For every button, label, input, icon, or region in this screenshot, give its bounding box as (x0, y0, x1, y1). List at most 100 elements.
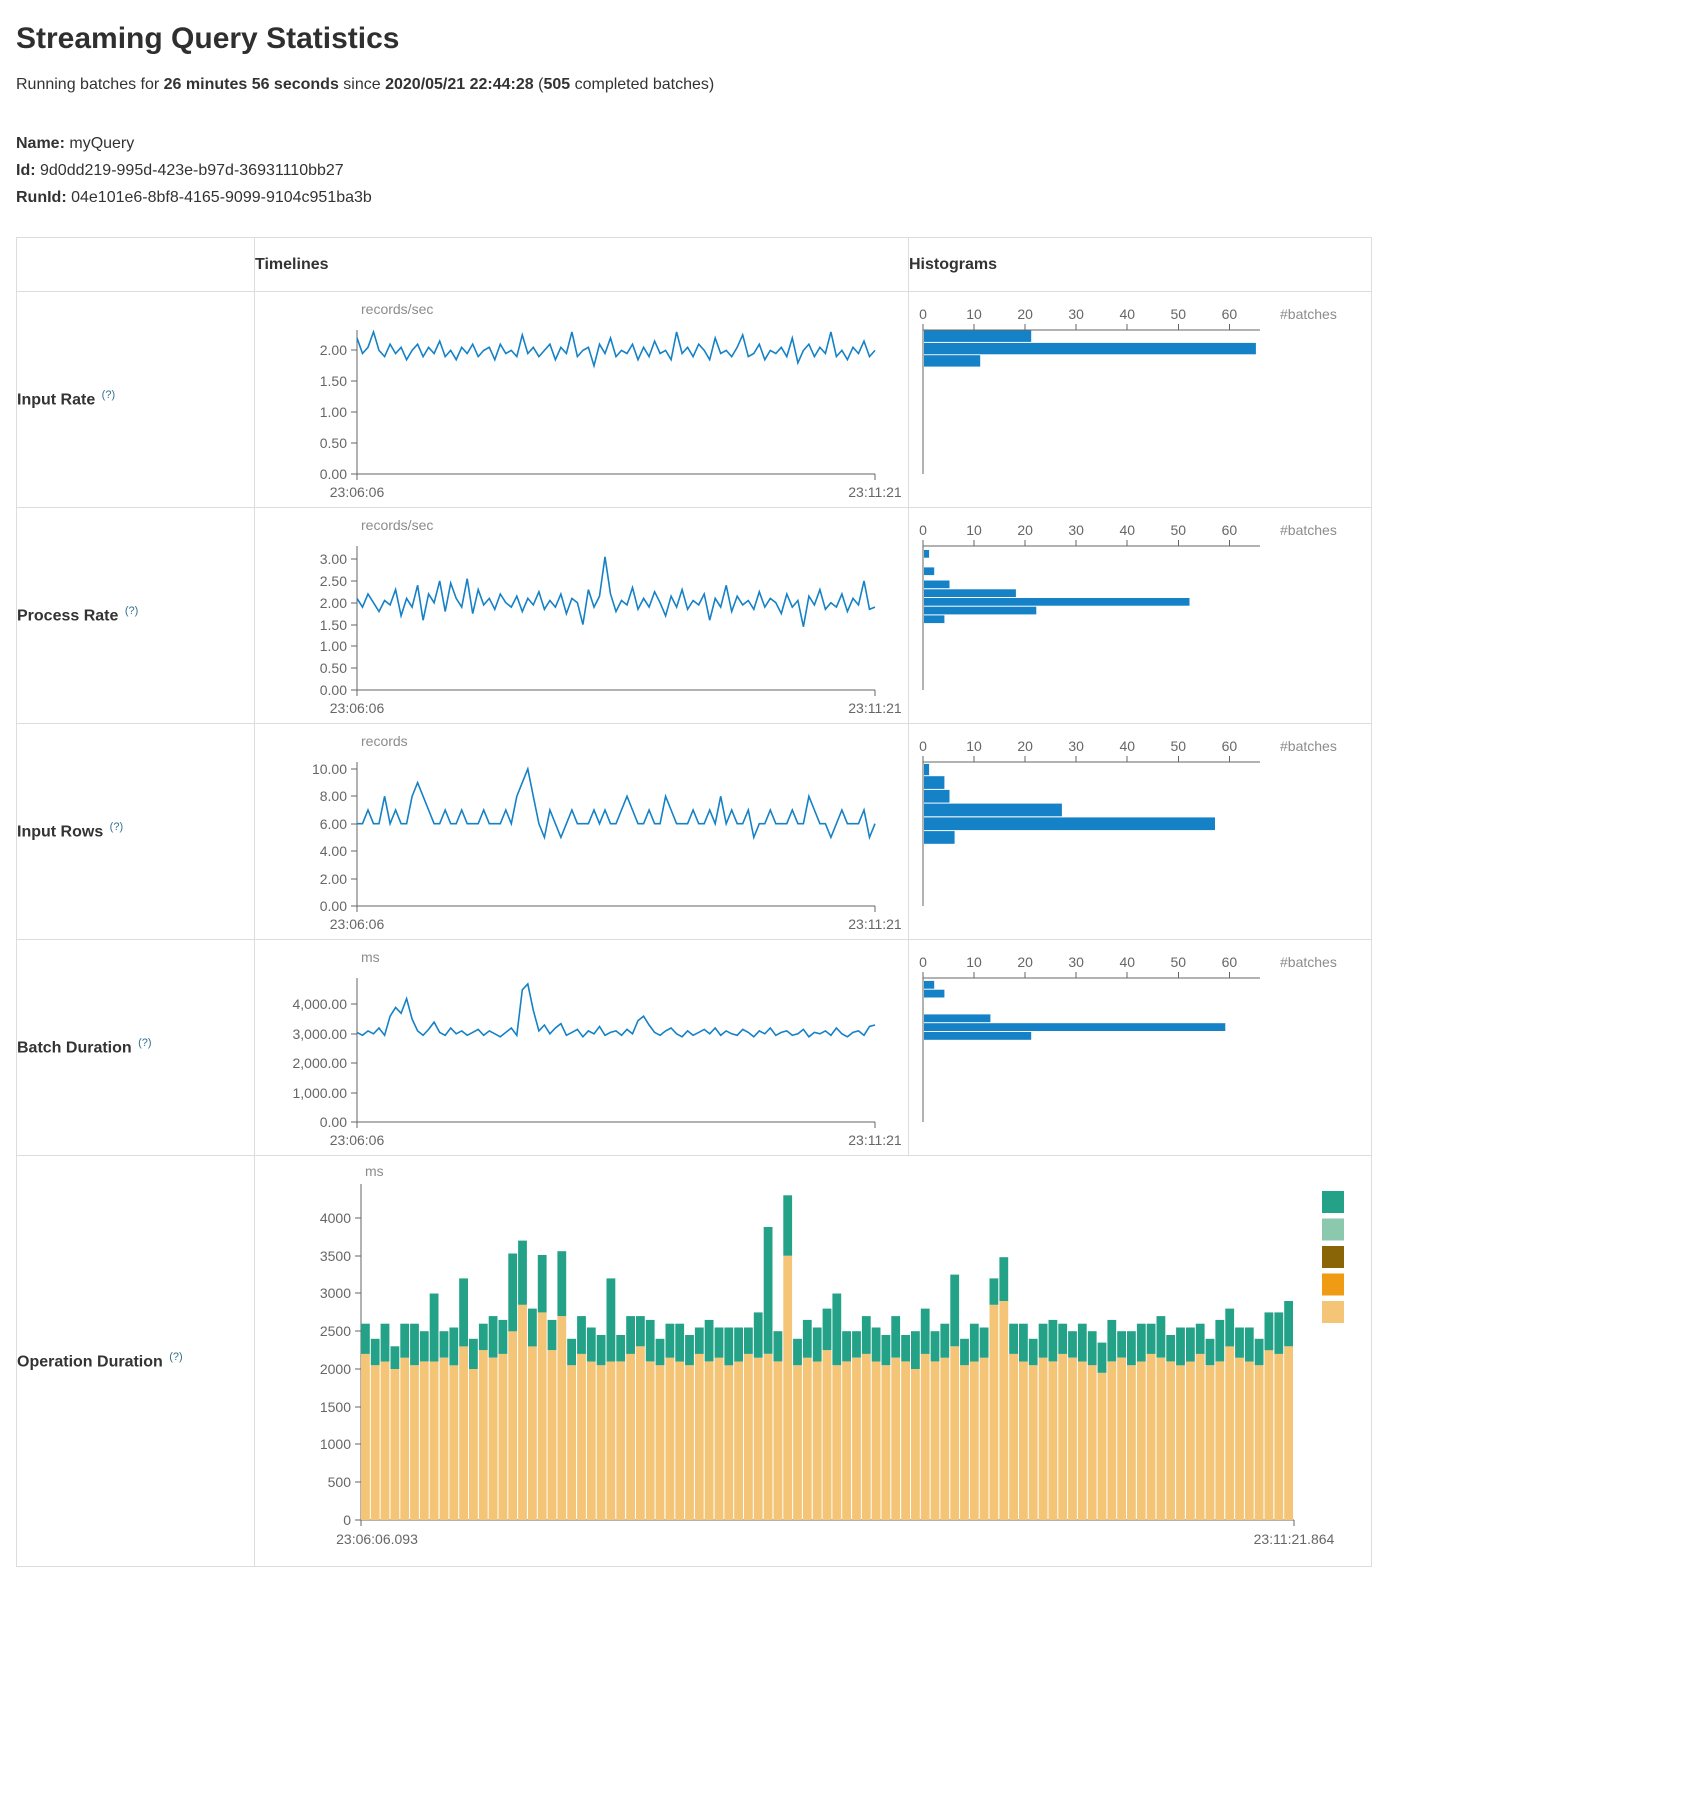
help-icon[interactable]: (?) (101, 389, 116, 402)
stacked-bars (361, 1195, 1293, 1520)
input-rate-histogram-chart: 0 10 20 30 40 50 60 #batches (919, 306, 1337, 474)
svg-text:23:06:06: 23:06:06 (330, 1132, 385, 1148)
subtitle-start-time: 2020/05/21 22:44:28 (385, 76, 534, 93)
query-name-value: myQuery (69, 135, 135, 152)
svg-text:60: 60 (1222, 306, 1238, 322)
stats-header-row: Timelines Histograms (16, 237, 1372, 292)
histogram-axes: 0 10 20 30 40 50 60 #batches (919, 306, 1337, 474)
stats-row-batch-duration: Batch Duration (?) ms 0.00 1,000.00 2,000.00… (16, 939, 1372, 1156)
svg-text:2500: 2500 (320, 1323, 351, 1339)
batch-duration-histogram-chart: 0 10 20 30 40 50 60 #batches (919, 954, 1337, 1122)
svg-text:1000: 1000 (320, 1436, 351, 1452)
svg-text:60: 60 (1222, 522, 1238, 538)
subtitle-paren-open: ( (533, 76, 544, 93)
svg-text:50: 50 (1171, 306, 1187, 322)
process-rate-timeline-cell: records/sec 0.00 0.50 1.00 1.50 2.00 2.50 3.00 2… (254, 507, 909, 724)
metric-label-input-rows: Input Rows (17, 823, 104, 841)
row-label-cell-operation-duration: Operation Duration (?) (16, 1155, 255, 1567)
stats-row-process-rate: Process Rate (?) records/sec 0.00 0.50 1.00 1… (16, 507, 1372, 724)
svg-text:23:06:06: 23:06:06 (330, 700, 385, 716)
row-label-cell-batch-duration: Batch Duration (?) (16, 939, 255, 1156)
timeline-axes: 0.00 0.50 1.00 1.50 2.00 2.50 3.00 23:06:06 23:1… (320, 546, 902, 716)
svg-text:20: 20 (1017, 954, 1033, 970)
operation-duration-stacked-chart: ms 0 500 1000 1500 2000 2500 3000 3500 4000 23:06:… (320, 1163, 1344, 1547)
svg-text:2000: 2000 (320, 1361, 351, 1377)
svg-text:2.00: 2.00 (320, 871, 347, 887)
query-meta: Name: myQuery Id: 9d0dd219-995d-423e-b97… (16, 130, 1677, 211)
svg-text:0: 0 (343, 1512, 351, 1528)
timeline-series-line (356, 329, 876, 369)
svg-text:ms: ms (365, 1163, 384, 1179)
svg-text:10: 10 (966, 522, 982, 538)
subtitle-prefix: Running batches for (16, 76, 164, 93)
subtitle-suffix: completed batches) (570, 76, 715, 93)
svg-text:1.50: 1.50 (320, 373, 347, 389)
help-icon[interactable]: (?) (138, 1037, 152, 1050)
svg-text:2.50: 2.50 (320, 573, 347, 589)
svg-text:ms: ms (361, 949, 380, 965)
timeline-series-line (356, 556, 876, 627)
svg-text:50: 50 (1171, 954, 1187, 970)
stats-row-operation-duration: Operation Duration (?) ms 0 500 1000 1500 2000… (16, 1155, 1372, 1567)
svg-text:0: 0 (919, 738, 927, 754)
input-rate-timeline-chart: records/sec 0.00 0.50 1.00 1.50 2.00 23:06:06 2… (320, 301, 902, 500)
legend-swatch-0 (1322, 1191, 1344, 1213)
svg-text:0.00: 0.00 (320, 682, 347, 698)
subtitle-since: since (338, 76, 386, 93)
stats-row-input-rate: Input Rate (?) records/sec 0.00 0.50 1.00 1.5… (16, 291, 1372, 508)
svg-text:23:06:06: 23:06:06 (330, 916, 385, 932)
svg-text:10: 10 (966, 738, 982, 754)
histogram-axes: 0 10 20 30 40 50 60 #batches (919, 738, 1337, 906)
histogram-axes: 0 10 20 30 40 50 60 #batches (919, 522, 1337, 690)
svg-text:2,000.00: 2,000.00 (293, 1055, 348, 1071)
timeline-series-line (356, 982, 876, 1039)
subtitle-duration: 26 minutes 56 seconds (163, 76, 339, 93)
help-icon[interactable]: (?) (169, 1350, 183, 1363)
metric-label-operation-duration: Operation Duration (17, 1353, 163, 1371)
svg-text:10: 10 (966, 306, 982, 322)
legend-swatch-3 (1322, 1273, 1344, 1296)
svg-text:60: 60 (1222, 738, 1238, 754)
stats-table: Timelines Histograms Input Rate (?) recor… (16, 237, 1372, 1567)
svg-text:30: 30 (1068, 522, 1084, 538)
legend (1322, 1191, 1344, 1323)
svg-text:1.00: 1.00 (320, 638, 347, 654)
svg-text:500: 500 (328, 1474, 352, 1490)
svg-text:0.50: 0.50 (320, 660, 347, 676)
svg-text:10.00: 10.00 (312, 761, 347, 777)
svg-text:0: 0 (919, 306, 927, 322)
help-icon[interactable]: (?) (109, 821, 124, 834)
legend-swatch-4 (1322, 1301, 1344, 1323)
input-rate-histogram-cell: 0 10 20 30 40 50 60 #batches (908, 291, 1372, 508)
svg-text:30: 30 (1068, 738, 1084, 754)
query-id-label: Id: (16, 162, 36, 179)
svg-text:8.00: 8.00 (320, 788, 347, 804)
legend-swatch-2 (1322, 1246, 1344, 1268)
query-runid-value: 04e101e6-8bf8-4165-9099-9104c951ba3b (71, 189, 372, 206)
help-icon[interactable]: (?) (124, 605, 139, 618)
svg-text:40: 40 (1119, 522, 1135, 538)
histogram-bars (924, 980, 1226, 1040)
svg-text:0.00: 0.00 (320, 898, 347, 914)
svg-text:30: 30 (1068, 954, 1084, 970)
page-title: Streaming Query Statistics (16, 22, 400, 55)
svg-text:0.00: 0.00 (320, 466, 347, 482)
svg-text:1.50: 1.50 (320, 617, 347, 633)
metric-label-batch-duration: Batch Duration (17, 1039, 132, 1057)
input-rows-timeline-cell: records 0.00 2.00 4.00 6.00 8.00 10.00 23:06:06… (254, 723, 909, 940)
svg-text:23:11:21: 23:11:21 (848, 484, 902, 500)
process-rate-histogram-cell: 0 10 20 30 40 50 60 #batches (908, 507, 1372, 724)
row-label-cell-input-rate: Input Rate (?) (16, 291, 255, 508)
svg-text:2.00: 2.00 (320, 595, 347, 611)
svg-text:3,000.00: 3,000.00 (293, 1026, 348, 1042)
batch-duration-timeline-cell: ms 0.00 1,000.00 2,000.00 3,000.00 4,000.00 23… (254, 939, 909, 1156)
svg-text:#batches: #batches (1280, 738, 1337, 754)
timelines-header: Timelines (254, 237, 909, 292)
svg-text:records/sec: records/sec (361, 301, 433, 317)
svg-text:23:11:21.864: 23:11:21.864 (1254, 1531, 1335, 1547)
svg-text:23:11:21: 23:11:21 (848, 1132, 902, 1148)
svg-text:40: 40 (1119, 738, 1135, 754)
svg-text:20: 20 (1017, 522, 1033, 538)
svg-text:3500: 3500 (320, 1248, 351, 1264)
running-batches-summary: Running batches for 26 minutes 56 second… (16, 76, 1677, 94)
